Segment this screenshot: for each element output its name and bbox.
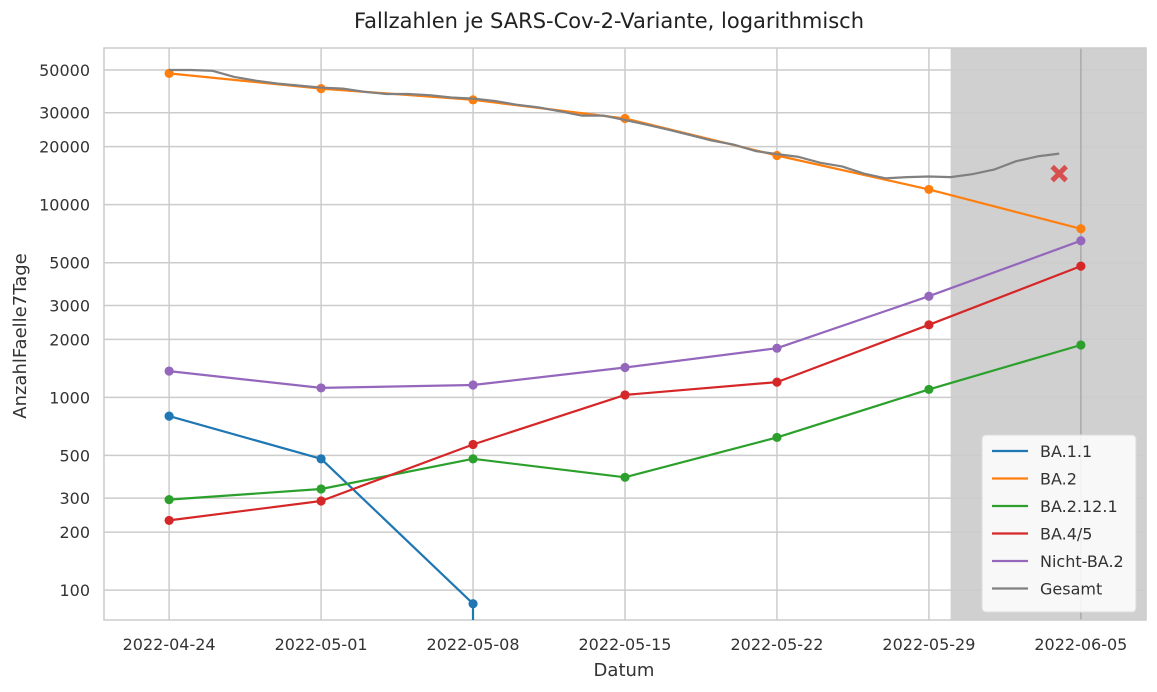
legend-label: Nicht-BA.2 xyxy=(1040,552,1124,571)
y-tick-label: 1000 xyxy=(49,388,90,407)
y-tick-label: 30000 xyxy=(39,104,90,123)
data-point-nicht-ba-2 xyxy=(316,383,326,393)
legend-label: BA.2 xyxy=(1040,470,1077,489)
data-point-ba-2-12-1 xyxy=(164,494,174,505)
legend-item: BA.1.1 xyxy=(992,442,1092,461)
legend-label: BA.2.12.1 xyxy=(1040,497,1118,516)
data-point-ba-1-1 xyxy=(468,599,478,609)
plot-area: 100 200 300 500 1000 2000 3000 5000 10000 20000 30… xyxy=(39,47,1147,654)
data-point-nicht-ba-2 xyxy=(468,380,478,390)
legend-label: BA.1.1 xyxy=(1040,442,1092,461)
data-point-ba-1-1 xyxy=(316,454,326,464)
y-tick-label: 500 xyxy=(59,446,90,465)
data-point-ba-2 xyxy=(924,184,934,195)
y-tick-label: 50000 xyxy=(39,61,90,80)
legend-item: BA.2.12.1 xyxy=(992,497,1118,516)
data-point-nicht-ba-2 xyxy=(1076,236,1086,246)
data-point-nicht-ba-2 xyxy=(620,362,630,373)
legend-item: BA.4/5 xyxy=(992,525,1092,544)
y-tick-label: 5000 xyxy=(49,254,90,273)
chart-title: Fallzahlen je SARS-Cov-2-Variante, logar… xyxy=(354,9,864,33)
legend-label: BA.4/5 xyxy=(1040,525,1092,544)
data-point-ba-2-12-1 xyxy=(772,432,782,443)
legend-item: BA.2 xyxy=(992,470,1077,489)
data-point-ba-1-1 xyxy=(164,411,174,421)
y-tick-label: 300 xyxy=(59,489,90,508)
series-line-ba-1-1 xyxy=(168,415,475,620)
data-point-ba-4-5 xyxy=(620,390,630,400)
x-tick-label: 2022-05-08 xyxy=(427,635,520,654)
annotation-x-marker xyxy=(1050,164,1068,183)
legend: BA.1.1 BA.2 BA.2.12.1 BA.4/5 Nicht-BA.2 Gesam… xyxy=(981,434,1137,613)
x-tick-label: 2022-05-15 xyxy=(579,635,672,654)
series-line-gesamt xyxy=(169,68,1060,180)
plot-frame xyxy=(103,47,1147,621)
x-tick-label: 2022-05-01 xyxy=(275,635,368,654)
x-tick-label: 2022-04-24 xyxy=(123,635,216,654)
legend-item: Nicht-BA.2 xyxy=(992,552,1124,571)
x-tick-label: 2022-05-22 xyxy=(730,635,823,654)
y-tick-label: 200 xyxy=(59,523,90,542)
y-tick-label: 100 xyxy=(59,581,90,600)
data-point-ba-2-12-1 xyxy=(468,454,478,464)
legend-item: Gesamt xyxy=(992,580,1102,599)
x-axis-title: Datum xyxy=(594,660,655,681)
x-tick-label: 2022-05-29 xyxy=(882,635,975,654)
legend-label: Gesamt xyxy=(1040,580,1102,599)
data-point-ba-2-12-1 xyxy=(620,472,630,482)
annotation-x-stroke xyxy=(1050,164,1068,183)
data-point-nicht-ba-2 xyxy=(772,343,782,353)
data-point-ba-4-5 xyxy=(164,515,174,526)
y-axis-title: AnzahlFaelle7Tage xyxy=(10,253,31,419)
y-tick-label: 3000 xyxy=(49,296,90,315)
data-point-nicht-ba-2 xyxy=(164,366,174,376)
data-point-nicht-ba-2 xyxy=(924,291,934,301)
y-tick-label: 10000 xyxy=(39,196,90,215)
data-point-ba-2-12-1 xyxy=(316,484,326,494)
data-point-ba-2-12-1 xyxy=(924,384,934,395)
data-point-ba-2-12-1 xyxy=(1076,340,1086,350)
data-point-ba-4-5 xyxy=(924,320,934,330)
data-point-ba-4-5 xyxy=(468,439,478,450)
data-point-ba-4-5 xyxy=(316,496,326,506)
x-tick-label: 2022-06-05 xyxy=(1034,635,1127,654)
y-tick-label: 20000 xyxy=(39,138,90,157)
data-point-ba-4-5 xyxy=(772,377,782,387)
data-point-ba-4-5 xyxy=(1076,261,1086,271)
data-point-ba-2 xyxy=(1076,224,1086,234)
y-tick-label: 2000 xyxy=(49,330,90,349)
